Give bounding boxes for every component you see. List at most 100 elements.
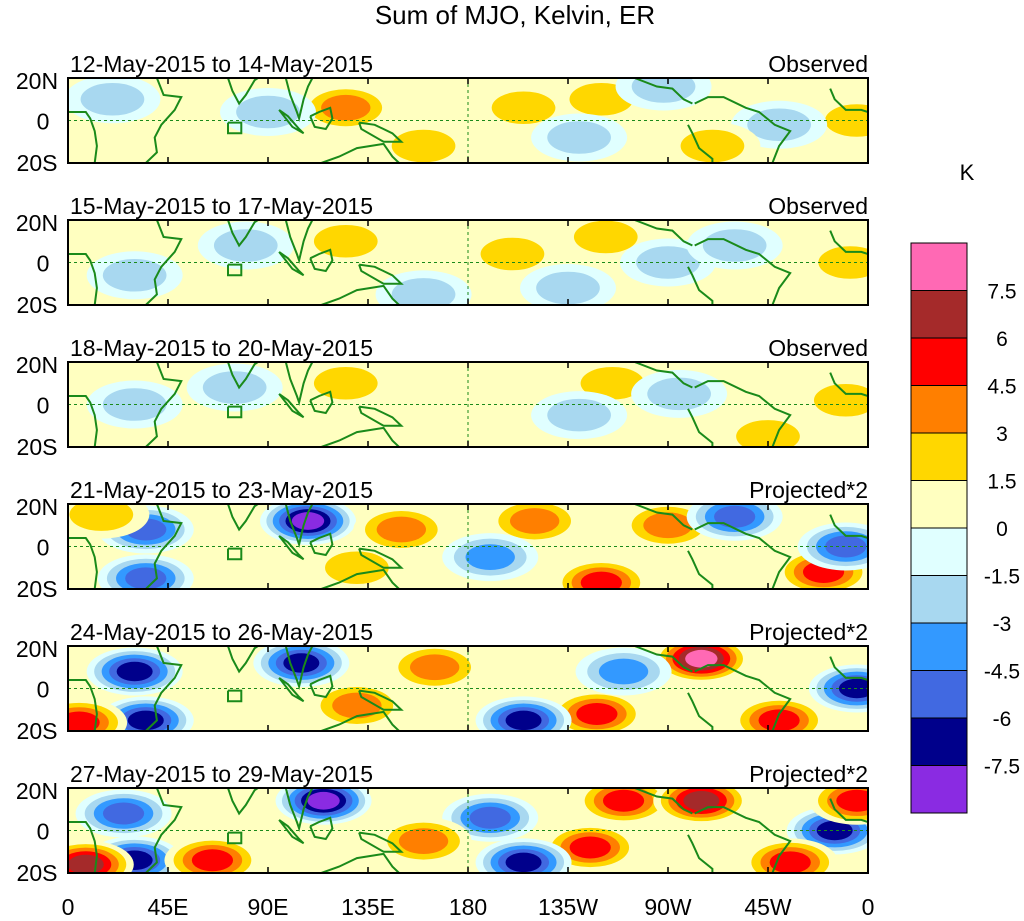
anomaly-contour bbox=[307, 791, 340, 810]
coastline bbox=[687, 266, 714, 305]
anomaly-contour bbox=[465, 544, 515, 571]
coastline bbox=[227, 220, 260, 248]
anomaly-contour bbox=[598, 658, 649, 685]
anomaly-blob bbox=[797, 376, 868, 425]
anomaly-contour bbox=[747, 108, 811, 142]
coastline bbox=[694, 380, 792, 447]
anomaly-contour bbox=[202, 371, 267, 404]
colorbar-swatch bbox=[910, 670, 968, 719]
coastline bbox=[694, 664, 792, 731]
coastline bbox=[687, 692, 714, 731]
coastline bbox=[358, 689, 404, 711]
panel-date-range: 18-May-2015 to 20-May-2015 bbox=[70, 335, 373, 361]
anomaly-contour bbox=[469, 806, 511, 829]
y-tick-label: 0 bbox=[37, 251, 50, 277]
colorbar-swatch bbox=[910, 337, 968, 386]
anomaly-contour bbox=[391, 278, 456, 305]
anomaly-contour bbox=[736, 420, 800, 447]
panel: 18-May-2015 to 20-May-2015 Observed 20N 0 20… bbox=[16, 335, 869, 460]
coastline bbox=[68, 395, 98, 447]
colorbar-level-label: -1.5 bbox=[984, 566, 1020, 589]
coastline bbox=[320, 142, 400, 163]
anomaly-blob bbox=[486, 504, 583, 545]
anomaly-blob bbox=[386, 646, 483, 692]
panel-date-range: 24-May-2015 to 26-May-2015 bbox=[70, 619, 373, 645]
region-box bbox=[227, 121, 243, 135]
colorbar-level-label: 4.5 bbox=[987, 376, 1016, 399]
anomaly-blob bbox=[260, 504, 356, 545]
anomaly-contour bbox=[569, 836, 611, 859]
x-axis: 0 45E 90E 135E 180 135W 90W 45W 0 bbox=[62, 894, 875, 920]
anomaly-blob bbox=[731, 696, 828, 731]
anomaly-contour bbox=[838, 678, 868, 699]
region-box bbox=[227, 831, 243, 845]
coastline bbox=[358, 547, 404, 569]
y-tick-label: 20N bbox=[16, 636, 58, 662]
coastline bbox=[284, 220, 314, 264]
colorbar-swatch bbox=[910, 527, 968, 576]
coastline bbox=[284, 78, 314, 122]
region-box bbox=[227, 405, 243, 419]
anomaly-contour bbox=[547, 398, 611, 432]
coastline bbox=[145, 504, 183, 589]
x-tick-label: 90W bbox=[644, 894, 692, 920]
anomaly-blob bbox=[531, 113, 628, 162]
coastline bbox=[145, 220, 183, 305]
colorbar-level-label: 0 bbox=[996, 518, 1008, 541]
anomaly-contour bbox=[291, 512, 325, 530]
colorbar-level-label: -4.5 bbox=[984, 661, 1020, 684]
anomaly-contour bbox=[213, 229, 278, 262]
coastline bbox=[829, 798, 868, 823]
coastline bbox=[320, 284, 400, 305]
coastline bbox=[634, 504, 693, 531]
anomaly-contour bbox=[576, 703, 618, 725]
colorbar-swatch bbox=[910, 242, 968, 291]
panel: 27-May-2015 to 29-May-2015 Projected*2 20N… bbox=[16, 761, 869, 886]
y-tick-label: 20S bbox=[17, 434, 58, 460]
colorbar-level-label: 1.5 bbox=[987, 471, 1016, 494]
coastline bbox=[829, 514, 868, 539]
anomaly-blob bbox=[75, 789, 172, 838]
anomaly-contour bbox=[153, 128, 250, 163]
x-tick-label: 90E bbox=[248, 894, 289, 920]
coastline bbox=[284, 504, 314, 548]
colorbar-unit: K bbox=[960, 160, 975, 185]
coastline bbox=[145, 78, 183, 163]
anomaly-contour bbox=[321, 94, 371, 121]
anomaly-contour bbox=[602, 789, 645, 812]
anomaly-contour bbox=[398, 828, 449, 855]
coastline bbox=[227, 504, 260, 532]
coastline bbox=[358, 831, 404, 853]
y-tick-label: 0 bbox=[37, 109, 50, 135]
anomaly-blob bbox=[68, 78, 161, 124]
anomaly-blob bbox=[97, 554, 194, 589]
colorbar-level-label: -3 bbox=[993, 613, 1012, 636]
coastline bbox=[278, 677, 305, 703]
panels-group: 12-May-2015 to 14-May-2015 Observed 20N 0 20… bbox=[16, 51, 869, 886]
coastline bbox=[145, 646, 183, 731]
anomaly-contour bbox=[680, 129, 745, 163]
y-tick-label: 0 bbox=[37, 819, 50, 845]
coastline bbox=[829, 372, 868, 397]
anomaly-contour bbox=[813, 383, 868, 417]
anomaly-contour bbox=[547, 121, 611, 154]
anomaly-contour bbox=[505, 852, 542, 873]
anomaly-blob bbox=[308, 681, 405, 730]
coastline bbox=[68, 253, 98, 305]
anomaly-blob bbox=[475, 696, 572, 731]
colorbar-swatch bbox=[910, 575, 968, 624]
coastline bbox=[227, 646, 260, 674]
panel-date-range: 15-May-2015 to 17-May-2015 bbox=[70, 193, 373, 219]
coastline bbox=[309, 248, 334, 273]
anomaly-blob bbox=[531, 391, 628, 440]
anomaly-contour bbox=[758, 709, 800, 731]
coastline bbox=[309, 390, 334, 415]
coastline bbox=[687, 124, 714, 163]
coastline bbox=[320, 426, 400, 447]
anomaly-blob bbox=[475, 838, 572, 873]
anomaly-blob bbox=[164, 836, 261, 873]
region-box bbox=[227, 689, 243, 703]
y-tick-label: 20S bbox=[17, 150, 58, 176]
anomaly-blob bbox=[375, 122, 472, 163]
region-box bbox=[227, 547, 243, 561]
